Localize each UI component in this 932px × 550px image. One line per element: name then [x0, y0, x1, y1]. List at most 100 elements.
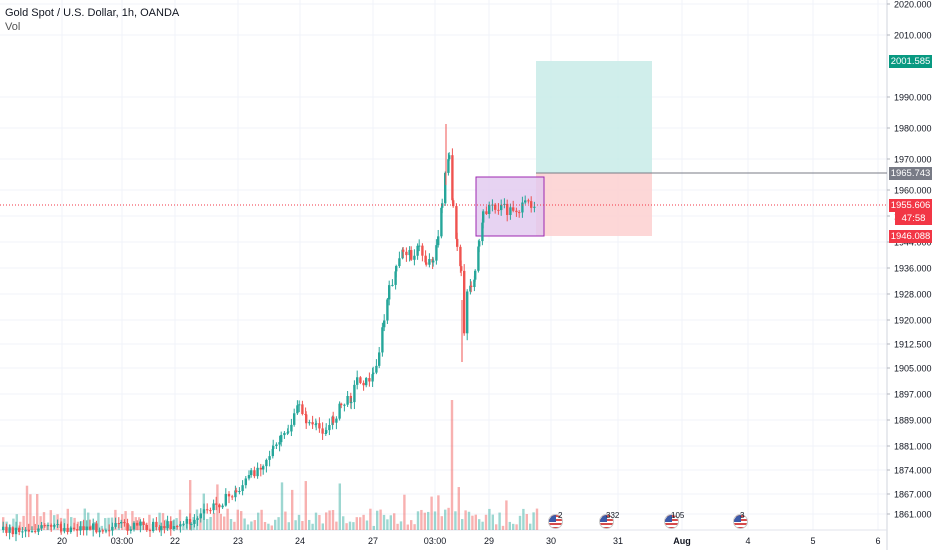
volume-bar	[440, 516, 443, 530]
candle-body	[448, 155, 451, 160]
volume-label[interactable]: Vol	[5, 21, 21, 33]
volume-bar	[260, 509, 263, 530]
volume-bar	[529, 523, 532, 530]
volume-bar	[46, 524, 49, 530]
candle-body	[227, 493, 231, 497]
volume-bar	[15, 514, 18, 530]
candle-body	[359, 377, 362, 383]
us-flag-event-icon[interactable]	[733, 514, 748, 529]
price-tick-label: 1960.000	[894, 186, 932, 196]
volume-bar	[175, 518, 178, 530]
candle-body	[469, 285, 472, 292]
candle-body	[512, 207, 515, 211]
candle-body	[440, 207, 443, 237]
us-flag-event-icon[interactable]	[548, 514, 563, 529]
candle-body	[340, 403, 343, 406]
candle-body	[293, 413, 296, 425]
volume-bar	[32, 516, 35, 530]
volume-bar	[277, 517, 280, 530]
volume-bar	[491, 514, 494, 530]
volume-bar	[124, 511, 127, 530]
volume-bar	[501, 525, 505, 530]
volume-bar	[467, 511, 471, 530]
candle-body	[66, 527, 69, 532]
candle-body	[40, 525, 43, 529]
candle-body	[262, 466, 265, 470]
candle-body	[101, 530, 104, 532]
candle-body	[158, 526, 161, 531]
event-count: 332	[606, 511, 620, 520]
volume-bar	[495, 524, 498, 530]
volume-bar	[87, 512, 90, 530]
time-tick-label: 23	[233, 536, 243, 546]
candle-body	[506, 203, 509, 215]
volume-bar	[362, 514, 365, 530]
price-tick-label: 1867.000	[894, 490, 932, 500]
candle-body	[296, 405, 299, 414]
volume-bar	[410, 520, 413, 530]
candle-body	[466, 291, 469, 334]
volume-bar	[393, 513, 396, 530]
price-tick-label: 1980.000	[894, 124, 932, 134]
candle-body	[190, 523, 193, 525]
candle-body	[206, 509, 209, 511]
volume-bar	[104, 518, 107, 530]
bar-countdown-tag: 47:58	[895, 212, 932, 225]
volume-bar	[447, 507, 450, 530]
candle-body	[79, 526, 82, 531]
candle-body	[256, 467, 259, 477]
volume-bar	[321, 523, 324, 530]
candle-body	[332, 416, 335, 423]
volume-bar	[413, 524, 416, 530]
volume-bar	[399, 521, 403, 530]
symbol-title[interactable]: Gold Spot / U.S. Dollar, 1h, OANDA	[5, 7, 180, 19]
candle-body	[202, 509, 206, 514]
us-flag-event-icon[interactable]	[664, 514, 679, 529]
volume-bar	[73, 517, 76, 530]
volume-bar	[457, 487, 460, 530]
volume-bar	[246, 524, 250, 530]
candle-body	[413, 255, 416, 260]
candle-body	[527, 200, 530, 202]
time-tick-label: 5	[810, 536, 815, 546]
volume-bar	[461, 519, 464, 530]
volume-bar	[280, 482, 284, 530]
candle-body	[362, 382, 365, 386]
candle-body	[166, 521, 169, 529]
volume-bar	[141, 521, 144, 530]
candle-body	[95, 523, 98, 533]
time-tick-label: 03:00	[111, 536, 134, 546]
candle-body	[247, 475, 251, 479]
candle-body	[235, 490, 238, 492]
candle-body	[410, 250, 413, 260]
profit-zone	[536, 61, 652, 173]
candle-body	[224, 493, 227, 506]
candle-body	[298, 404, 301, 406]
volume-bar	[345, 523, 348, 530]
time-tick-label: 20	[57, 536, 67, 546]
volume-bar	[263, 521, 267, 530]
volume-bar	[498, 512, 501, 530]
volume-bar	[287, 522, 290, 530]
time-tick-label: 31	[613, 536, 623, 546]
candle-body	[353, 384, 356, 403]
candle-body	[43, 525, 46, 527]
candle-body	[485, 211, 488, 214]
candle-body	[428, 259, 431, 265]
volume-bar	[12, 518, 15, 530]
volume-bar	[294, 520, 297, 530]
candle-body	[34, 530, 37, 532]
candle-body	[278, 442, 281, 445]
volume-bar	[93, 522, 97, 530]
candle-body	[371, 374, 374, 382]
candle-body	[199, 513, 202, 519]
price-tick-label: 1936.000	[894, 264, 932, 274]
volume-bar	[325, 512, 328, 530]
candle-body	[416, 245, 419, 256]
volume-bar	[243, 518, 246, 530]
candle-body	[311, 422, 314, 425]
us-flag-event-icon[interactable]	[599, 514, 614, 529]
volume-bar	[331, 510, 335, 530]
